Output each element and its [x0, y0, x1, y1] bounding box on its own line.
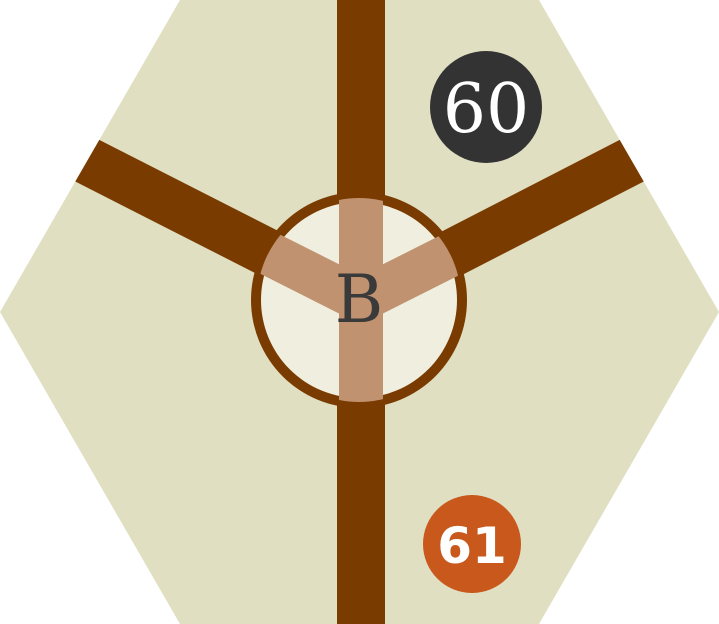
city-label: B — [335, 261, 384, 338]
badge-dark-label: 60 — [443, 70, 530, 149]
badge-dark-circle — [430, 51, 542, 163]
value-badge-dark: 60 — [430, 51, 542, 163]
value-badge-orange: 61 — [423, 495, 521, 593]
badge-orange-circle — [423, 495, 521, 593]
badge-orange-label: 61 — [437, 517, 507, 575]
city-hub: B — [251, 192, 467, 408]
